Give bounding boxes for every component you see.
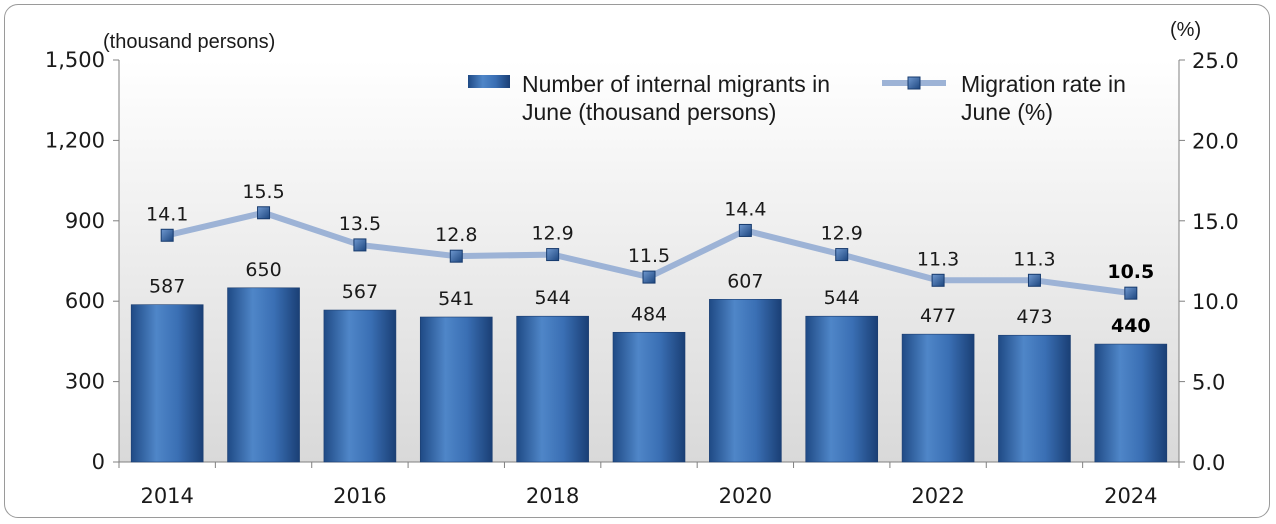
right-tick-label: 0.0 <box>1192 451 1225 475</box>
left-axis-ticks: 0 300 600 900 1,200 1,500 <box>45 48 119 474</box>
rate-marker <box>1027 273 1041 287</box>
rate-marker <box>546 248 560 262</box>
x-tick-label: 2024 <box>1104 484 1157 508</box>
bar-value-label: 587 <box>149 276 185 298</box>
bar <box>709 299 782 463</box>
line-series <box>160 206 1138 300</box>
left-tick-label: 600 <box>65 289 105 313</box>
bar <box>1094 343 1168 463</box>
rate-value-label: 11.3 <box>917 248 959 270</box>
rate-marker <box>835 248 849 262</box>
legend-line-label: Migration rate in June (%) <box>961 71 1132 125</box>
bar-value-label: 650 <box>245 259 281 281</box>
rate-marker <box>353 238 367 252</box>
bar-series <box>130 287 1168 463</box>
bar-value-label: 440 <box>1111 315 1151 337</box>
rate-value-label: 11.5 <box>628 245 670 267</box>
rate-value-label: 12.9 <box>821 223 863 245</box>
bar-value-label: 541 <box>438 288 474 310</box>
left-tick-label: 300 <box>65 370 105 394</box>
legend-bar-label: Number of internal migrants in June (tho… <box>522 71 836 125</box>
right-tick-label: 5.0 <box>1192 371 1225 395</box>
left-tick-label: 1,500 <box>45 48 105 72</box>
bar-data-labels: 587 650 567 541 544 484 607 544 477 473 440 <box>149 259 1151 337</box>
bar-value-label: 567 <box>342 281 378 303</box>
right-tick-label: 10.0 <box>1192 290 1239 314</box>
rate-marker <box>931 273 945 287</box>
right-tick-label: 20.0 <box>1192 129 1239 153</box>
rate-value-label: 10.5 <box>1107 261 1154 283</box>
right-tick-label: 15.0 <box>1192 210 1239 234</box>
bar-value-label: 607 <box>727 270 763 292</box>
bar-value-label: 484 <box>631 303 667 325</box>
rate-value-label: 12.8 <box>435 224 477 246</box>
left-tick-label: 900 <box>65 209 105 233</box>
bar <box>612 331 686 463</box>
rate-marker <box>642 270 656 284</box>
bar-value-label: 544 <box>535 287 571 309</box>
bar <box>901 333 975 463</box>
legend-bar-swatch <box>468 75 510 88</box>
bar <box>323 309 397 463</box>
rate-marker <box>738 223 752 237</box>
right-tick-label: 25.0 <box>1192 49 1239 73</box>
x-tick-label: 2020 <box>719 484 772 508</box>
bar <box>516 315 589 463</box>
rate-value-label: 15.5 <box>242 181 284 203</box>
rate-marker <box>1124 286 1138 300</box>
bar <box>130 304 204 463</box>
rate-value-label: 11.3 <box>1013 248 1055 270</box>
bar-value-label: 477 <box>920 305 956 327</box>
bar <box>419 316 493 463</box>
line-data-labels: 14.1 15.5 13.5 12.8 12.9 11.5 14.4 12.9 11.3 11.3… <box>146 181 1154 283</box>
bar <box>227 287 300 463</box>
x-tick-label: 2022 <box>911 484 964 508</box>
bar <box>998 334 1071 463</box>
rate-marker <box>257 206 271 220</box>
bar-value-label: 473 <box>1016 306 1052 328</box>
right-axis-unit-label: (%) <box>1170 19 1201 41</box>
left-tick-label: 0 <box>92 450 105 474</box>
bar-value-label: 544 <box>824 287 860 309</box>
rate-value-label: 12.9 <box>531 223 573 245</box>
rate-marker <box>160 228 174 242</box>
left-axis-unit-label: (thousand persons) <box>103 31 275 53</box>
rate-marker <box>449 249 463 263</box>
rate-value-label: 14.4 <box>724 198 766 220</box>
x-axis-ticks: 2014 2016 2018 2020 2022 2024 <box>118 462 1180 508</box>
left-tick-label: 1,200 <box>45 128 105 152</box>
right-axis-ticks: 0.0 5.0 10.0 15.0 20.0 25.0 <box>1179 49 1239 475</box>
x-tick-label: 2016 <box>333 484 386 508</box>
rate-value-label: 14.1 <box>146 203 188 225</box>
rate-value-label: 13.5 <box>339 213 381 235</box>
legend: Number of internal migrants in June (tho… <box>468 71 1132 125</box>
x-tick-label: 2018 <box>526 484 579 508</box>
x-tick-label: 2014 <box>140 484 193 508</box>
bar <box>805 315 879 463</box>
legend-line-marker <box>907 76 921 90</box>
